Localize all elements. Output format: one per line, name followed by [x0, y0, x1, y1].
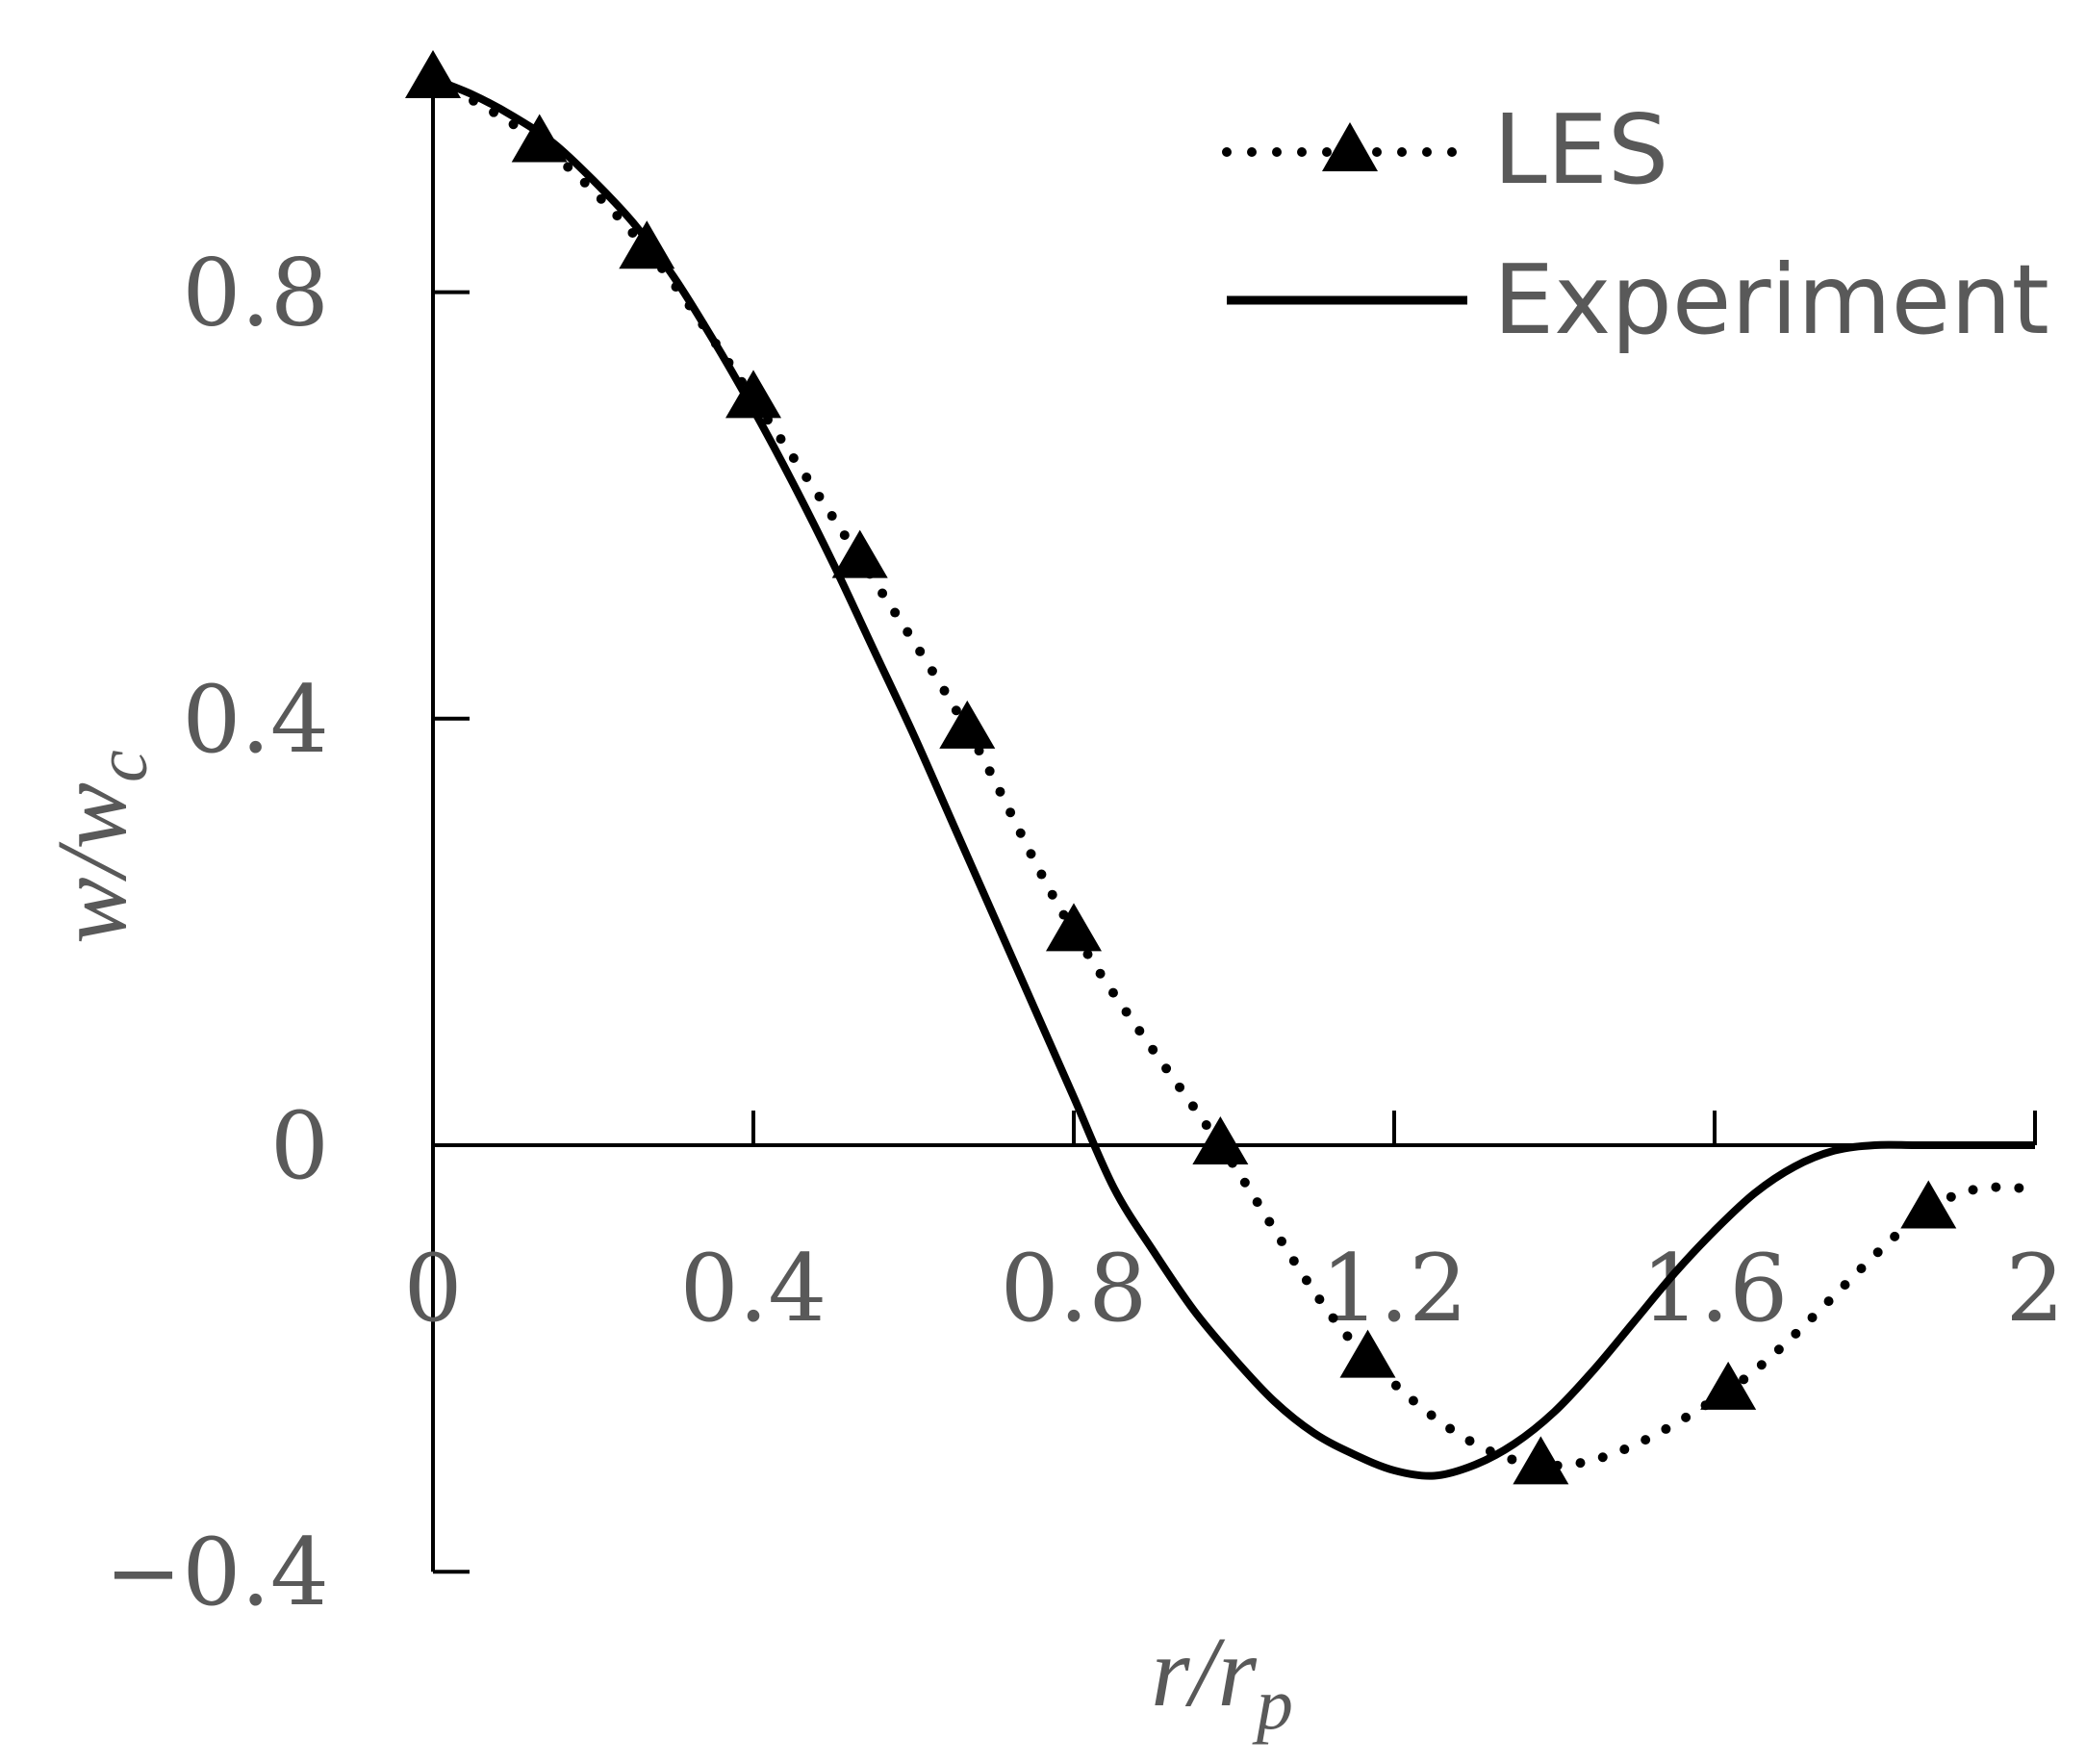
x-tick-label: 0 — [403, 1235, 462, 1342]
legend-les-marker — [1322, 122, 1378, 171]
y-tick-label: −0.4 — [105, 1519, 329, 1626]
series-layer — [405, 50, 2040, 1485]
tick-labels: −0.400.40.80 0.4 0.8 1.2 1.6 2 — [105, 240, 2065, 1627]
les-point — [1339, 1329, 1396, 1378]
les-point — [511, 114, 568, 163]
y-tick-label: 0.4 — [182, 666, 329, 774]
x-tick-label: 2 — [2005, 1235, 2064, 1342]
legend-item-experiment: Experiment — [1227, 243, 2049, 356]
y-tick-label: 0 — [270, 1092, 329, 1200]
les-point — [1192, 1116, 1249, 1164]
y-axis-label: w/wc — [37, 750, 163, 943]
les-point — [939, 700, 996, 749]
x-axis-label-main: r/r — [1151, 1617, 1257, 1727]
legend-item-les: LES — [1222, 93, 1668, 206]
x-axis-label-sub: p — [1252, 1664, 1293, 1745]
series-experiment-line — [431, 75, 2035, 1480]
x-tick-label: 0.4 — [680, 1235, 827, 1342]
x-tick-label: 1.2 — [1321, 1235, 1468, 1342]
legend-experiment-label: Experiment — [1493, 243, 2049, 356]
les-point — [725, 370, 781, 419]
y-axis-label-sub: c — [82, 750, 163, 782]
x-tick-label: 0.8 — [1001, 1235, 1148, 1342]
legend-les-label: LES — [1493, 93, 1668, 206]
legend: LES Experiment — [1222, 93, 2049, 356]
les-point — [1900, 1180, 1957, 1229]
les-point — [1700, 1361, 1757, 1410]
les-point — [831, 529, 888, 578]
y-tick-label: 0.8 — [182, 240, 329, 347]
y-axis-label-main: w/w — [37, 782, 147, 944]
les-point — [405, 50, 461, 98]
x-axis-label: r/rp — [1151, 1617, 1293, 1745]
les-point — [1513, 1436, 1569, 1485]
les-point — [1046, 903, 1102, 952]
